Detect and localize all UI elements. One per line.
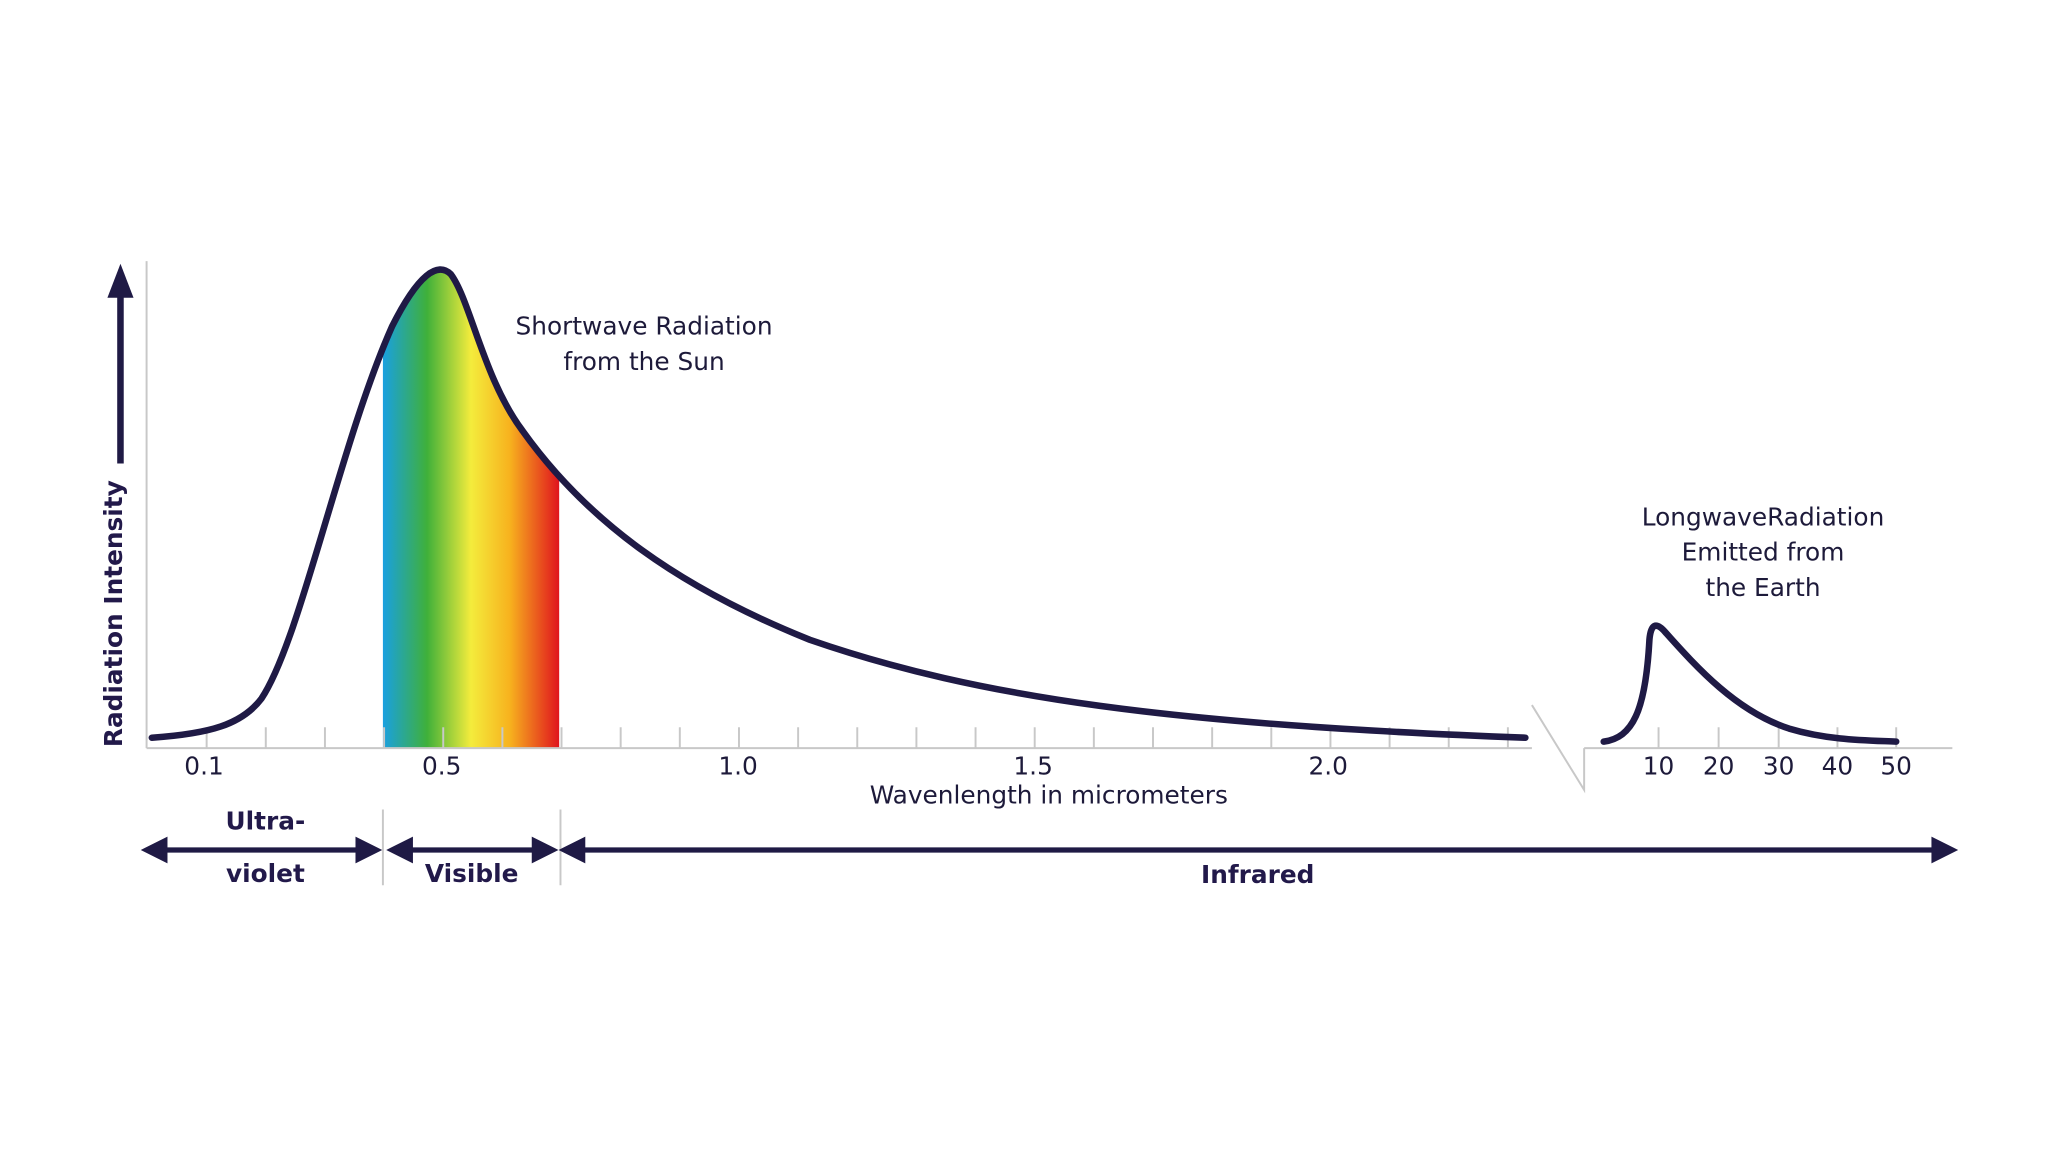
tick-label: 30 bbox=[1763, 752, 1795, 781]
tick-label: 1.0 bbox=[718, 752, 757, 781]
arrow-head bbox=[355, 836, 383, 864]
annotation: LongwaveRadiation bbox=[1642, 502, 1885, 531]
band-label: Ultra- bbox=[226, 807, 306, 836]
band-arrows bbox=[140, 836, 1959, 864]
tick-label: 0.1 bbox=[184, 752, 223, 781]
tick-label: 50 bbox=[1880, 752, 1912, 781]
tick-label: 2.0 bbox=[1309, 752, 1348, 781]
x-axis-label: Wavenlength in micrometers bbox=[870, 780, 1228, 809]
tick-label: 1.5 bbox=[1013, 752, 1052, 781]
band-label: violet bbox=[226, 859, 305, 888]
tick-label: 20 bbox=[1703, 752, 1735, 781]
band-label: Visible bbox=[425, 859, 519, 888]
tick-label: 10 bbox=[1643, 752, 1675, 781]
y-axis-label: Radiation Intensity bbox=[99, 480, 128, 747]
tick-label: 0.5 bbox=[422, 752, 461, 781]
axis-break bbox=[1531, 704, 1586, 794]
annotation: the Earth bbox=[1705, 573, 1820, 602]
arrow-head bbox=[1931, 836, 1959, 864]
annotation: from the Sun bbox=[563, 347, 724, 376]
annotation: Shortwave Radiation bbox=[516, 312, 773, 341]
arrow-head bbox=[558, 836, 586, 864]
arrow-head bbox=[531, 836, 559, 864]
tick-label: 40 bbox=[1822, 752, 1854, 781]
tick-marks bbox=[205, 727, 1898, 749]
arrow-head bbox=[386, 836, 413, 864]
y-arrow-head bbox=[107, 263, 134, 298]
longwave-curve bbox=[1600, 622, 1900, 745]
arrow-head bbox=[140, 836, 168, 864]
band-label: Infrared bbox=[1201, 860, 1314, 889]
shortwave-curve bbox=[148, 266, 1529, 741]
annotation: Emitted from bbox=[1682, 538, 1845, 567]
